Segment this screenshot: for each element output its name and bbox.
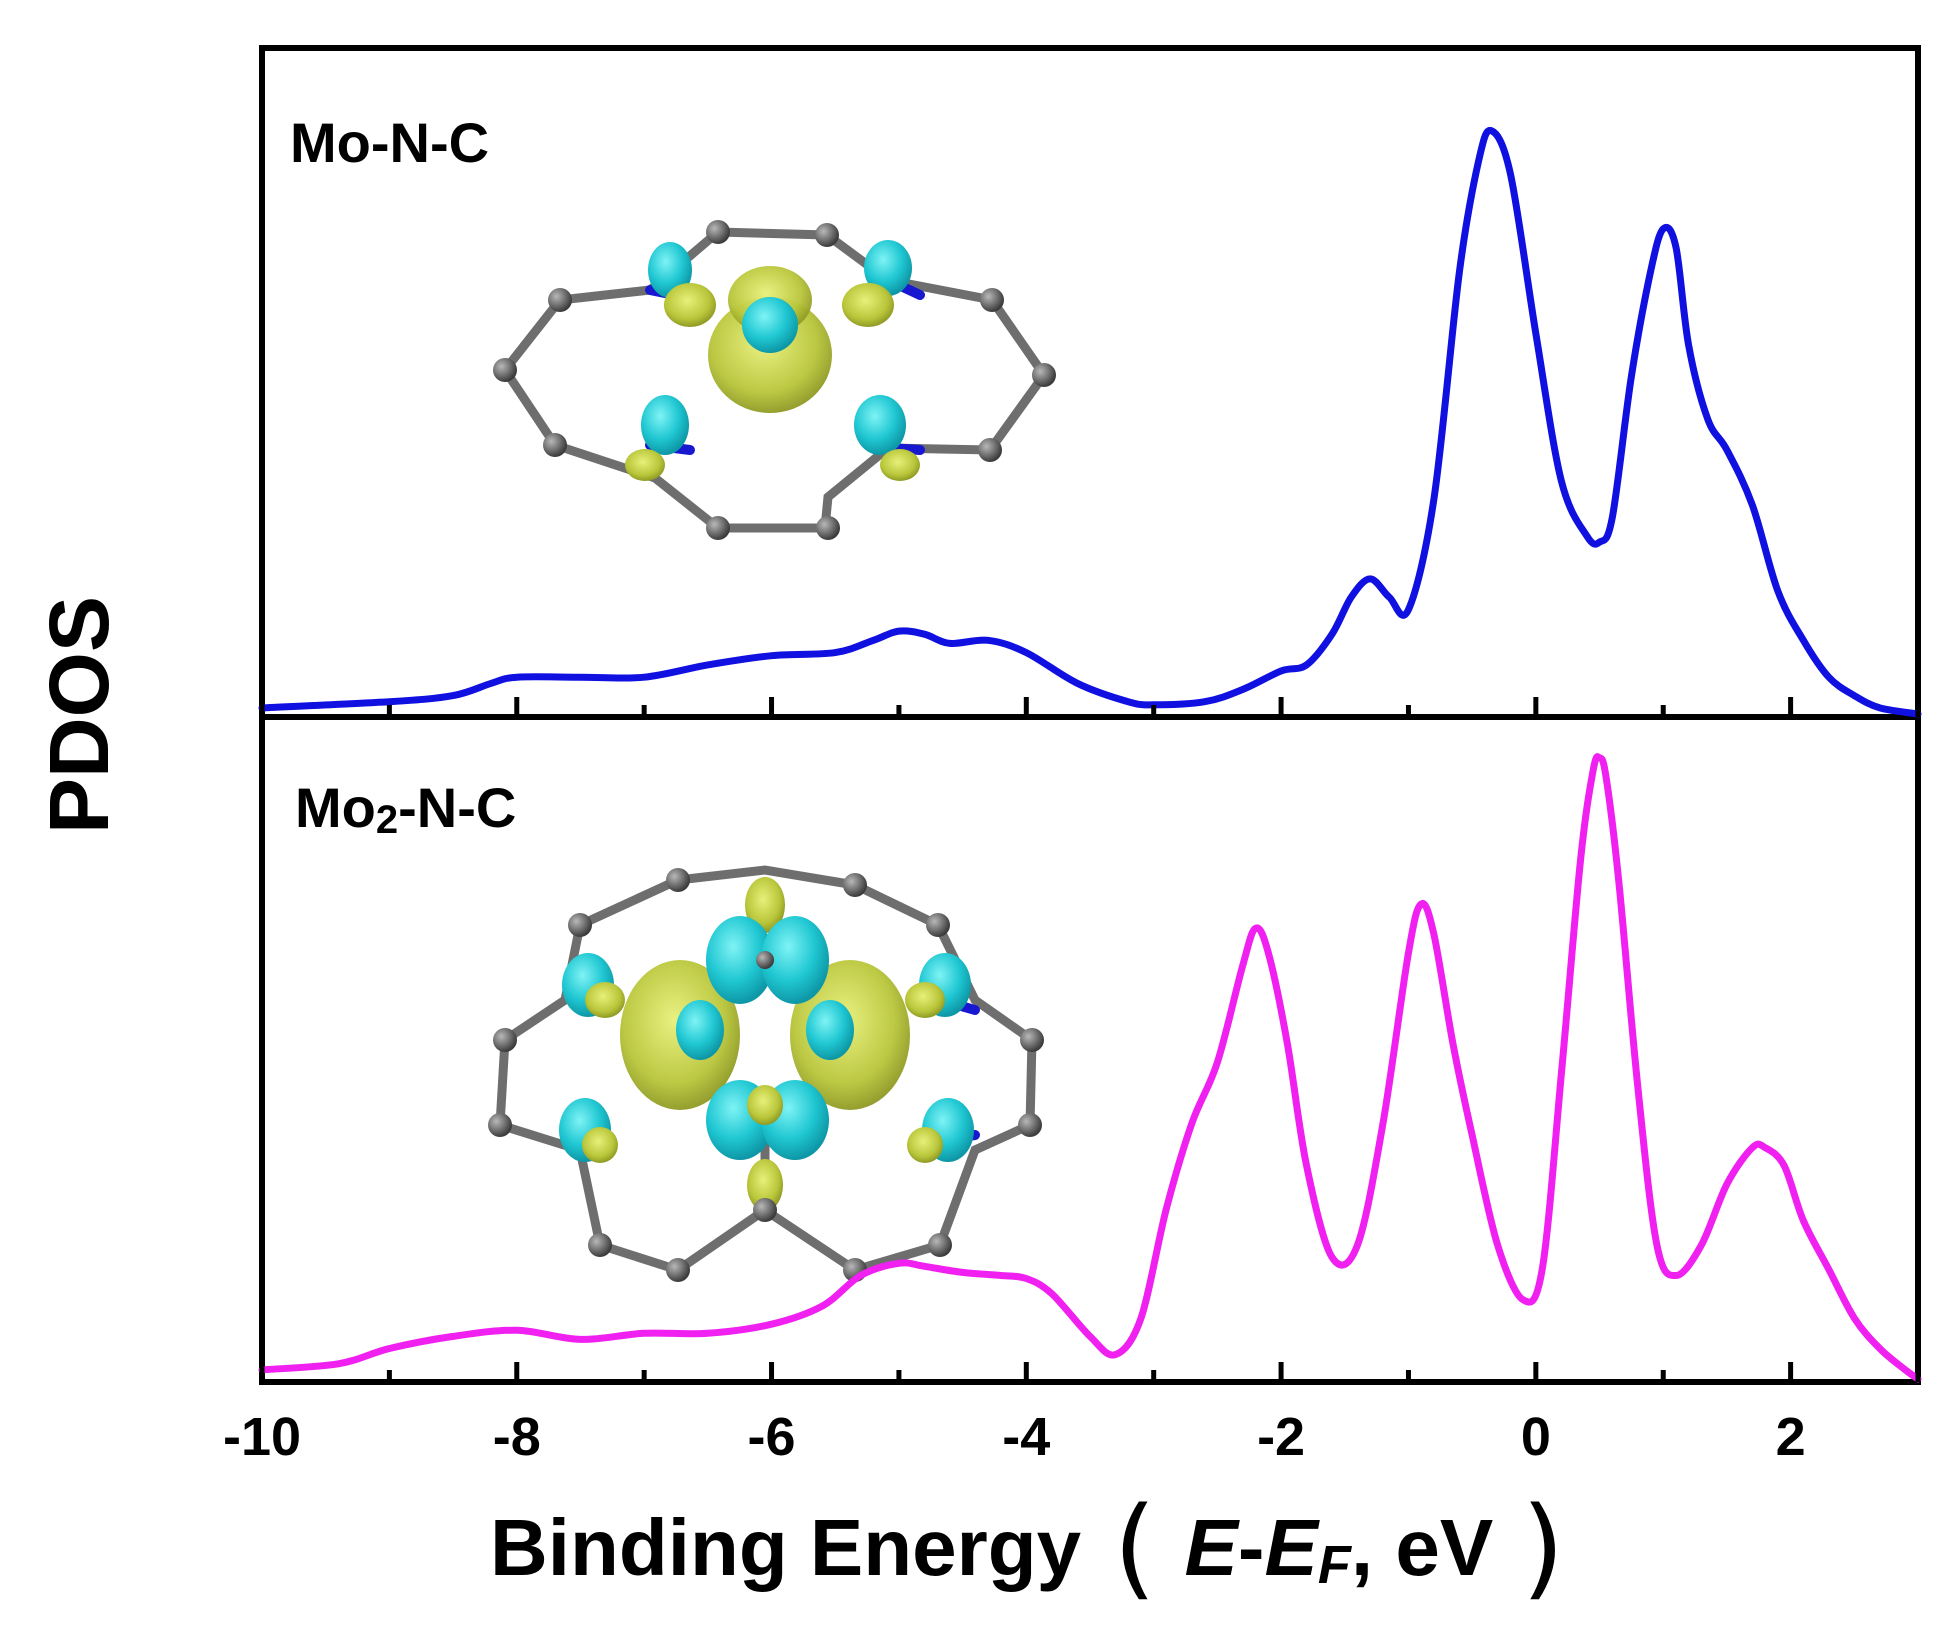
x-tick-label: -8 xyxy=(493,1407,541,1467)
x-axis-ticks xyxy=(259,697,1921,1382)
x-tick-label: 0 xyxy=(1521,1407,1551,1467)
mo-n-c-structure-inset xyxy=(493,220,1056,540)
x-axis-tick-labels: -10 -8 -6 -4 -2 0 2 xyxy=(223,1407,1806,1467)
x-axis-title: Binding Energy ( E-EF, eV ) xyxy=(490,1483,1564,1611)
x-tick-label: -6 xyxy=(748,1407,796,1467)
x-tick-label: -2 xyxy=(1257,1407,1305,1467)
bottom-panel-frame xyxy=(259,714,1921,1385)
top-panel-label: Mo-N-C xyxy=(290,111,489,174)
x-tick-label: -10 xyxy=(223,1407,301,1467)
bottom-panel-label: Mo2-N-C xyxy=(295,776,516,842)
x-tick-label: -4 xyxy=(1002,1407,1050,1467)
y-axis-title: PDOS xyxy=(32,596,126,834)
mo2-n-c-structure-inset xyxy=(488,865,1044,1282)
mo-n-c-pdos-line xyxy=(258,127,1922,718)
x-tick-label: 2 xyxy=(1776,1407,1806,1467)
mo2-n-c-pdos-line xyxy=(258,753,1922,1383)
